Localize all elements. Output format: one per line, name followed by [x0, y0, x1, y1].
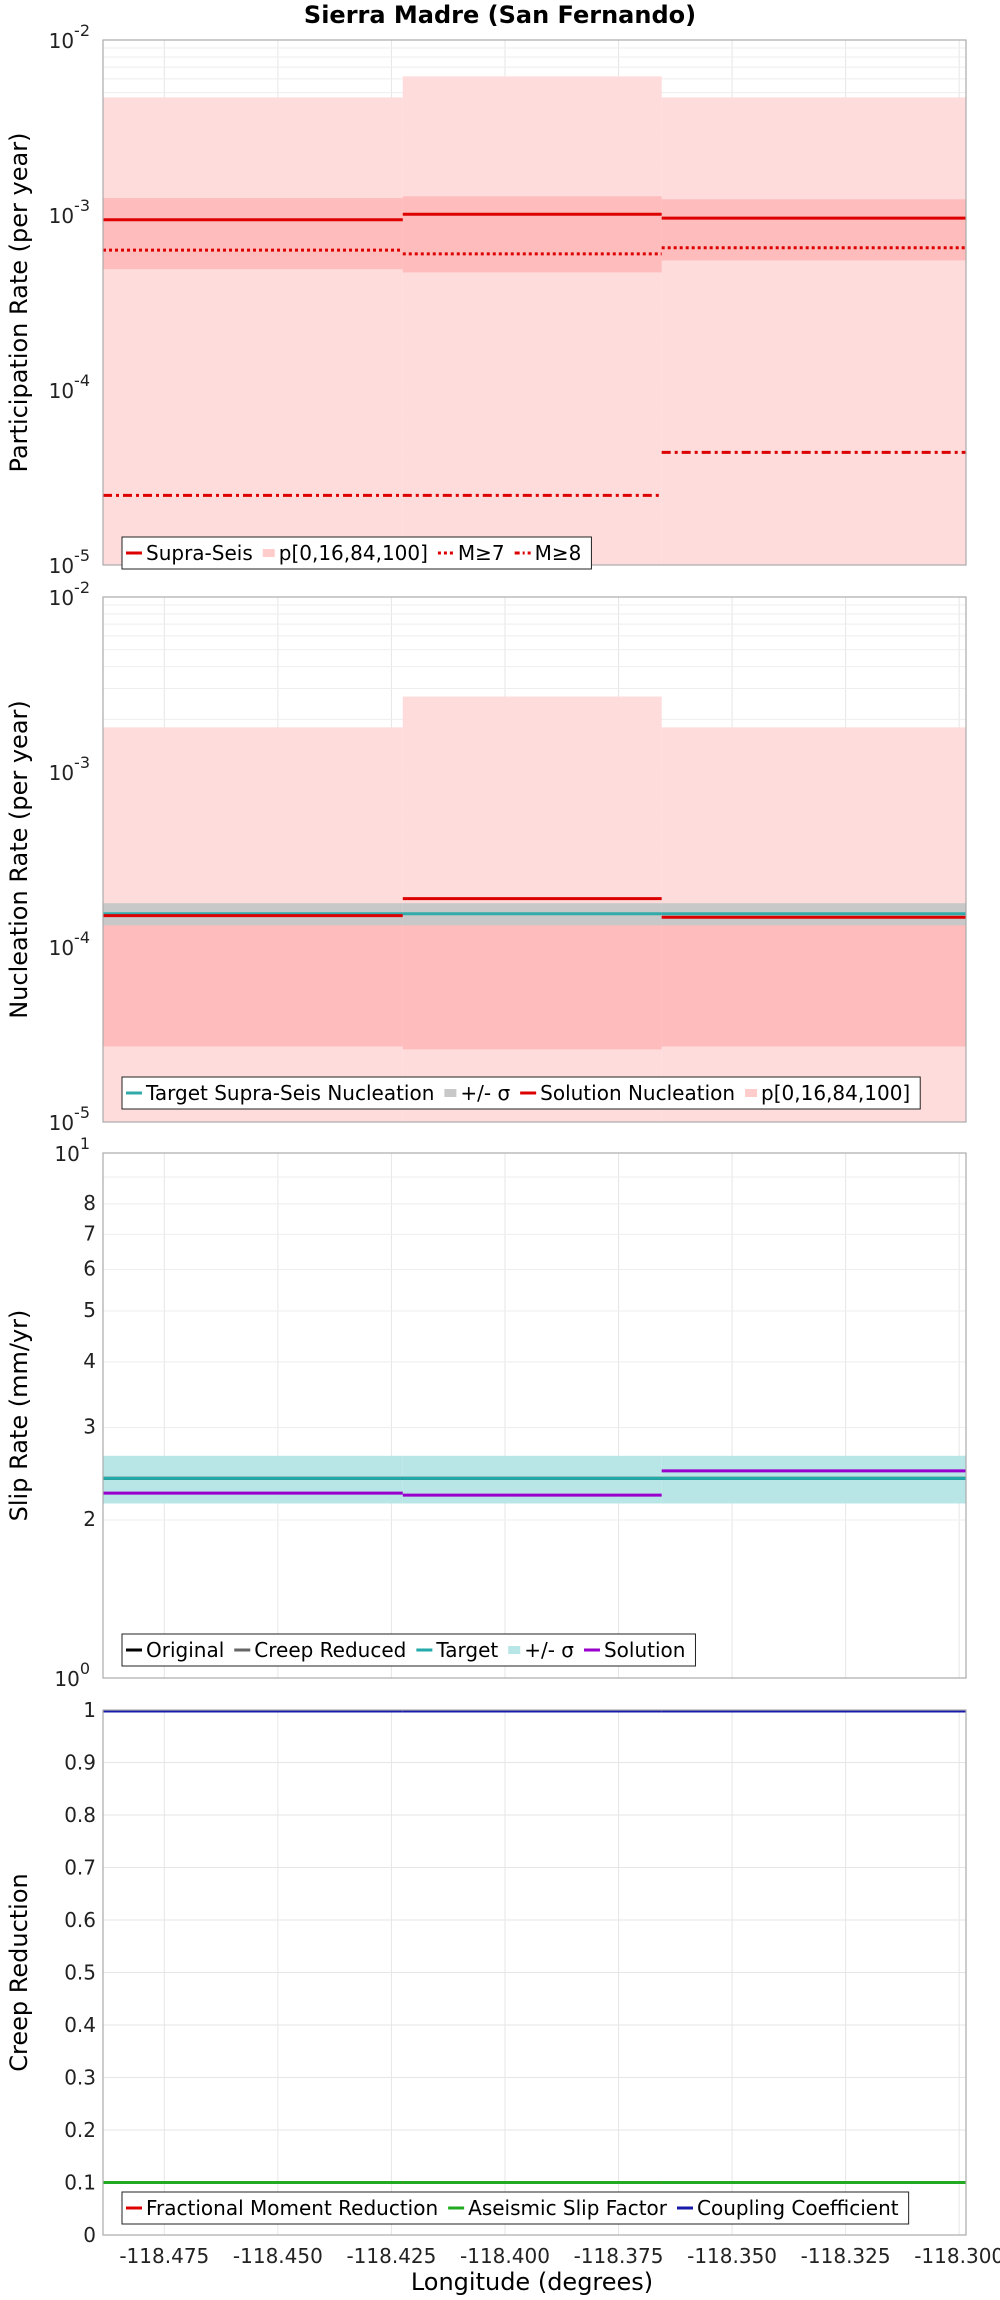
x-tick-label: -118.400 [460, 2244, 550, 2268]
panel-3-y-tick-label: 101 [54, 1134, 90, 1166]
panel-2-legend-swatch [745, 1089, 758, 1097]
panel-1-legend-label: Supra-Seis [146, 541, 253, 565]
panel-3-y-minor-tick-label: 4 [83, 1349, 96, 1373]
panel-2-band-p-16-84- [402, 920, 662, 1050]
panel-3-y-minor-tick-label: 5 [83, 1298, 96, 1322]
panel-1-y-tick-label: 10-4 [49, 371, 90, 403]
panel-2-plot-frame [102, 596, 967, 1123]
panel-3-legend-label: Original [146, 1638, 224, 1662]
panel-2-y-tick-label: 10-3 [49, 753, 90, 785]
panel-4-legend-label: Coupling Coefficient [697, 2196, 899, 2220]
panel-2-band-p-16-84- [661, 920, 966, 1047]
chart-title: Sierra Madre (San Fernando) [304, 1, 696, 29]
panel-2-legend-label: p[0,16,84,100] [761, 1081, 910, 1105]
panel-1-y-tick-label: 10-3 [49, 196, 90, 228]
panel-1-band-p-0-100- [103, 97, 403, 565]
panel-3-y-minor-tick-label: 6 [83, 1256, 96, 1280]
x-tick-label: -118.350 [687, 2244, 777, 2268]
panel-1-band-p-0-100- [402, 76, 662, 565]
x-tick-label: -118.300 [914, 2244, 1000, 2268]
panel-3-plot-area [103, 1153, 966, 1678]
panel-4-y-axis-label: Creep Reduction [5, 1873, 33, 2071]
panel-1-legend-swatch [262, 549, 275, 557]
panel-1-y-tick-label: 10-5 [49, 546, 90, 578]
panel-3-y-tick-label: 100 [54, 1659, 90, 1691]
panel-1-y-tick-label: 10-2 [49, 21, 90, 53]
panel-3-y-minor-tick-label: 2 [83, 1507, 96, 1531]
panel-2-y-tick-label: 10-5 [49, 1103, 90, 1135]
panel-3-y-axis-label: Slip Rate (mm/yr) [5, 1310, 33, 1522]
panel-3-y-minor-tick-label: 7 [83, 1221, 96, 1245]
panel-4-plot-frame [102, 1709, 967, 2236]
panel-4-legend-label: Fractional Moment Reduction [146, 2196, 438, 2220]
panel-4-legend-label: Aseismic Slip Factor [468, 2196, 668, 2220]
panel-4-y-tick-label: 0.1 [64, 2171, 96, 2195]
panel-3-legend-swatch [508, 1646, 521, 1654]
x-tick-label: -118.475 [119, 2244, 209, 2268]
panel-3-plot-frame [102, 1152, 967, 1679]
panel-3-legend-label: Solution [604, 1638, 685, 1662]
panel-4-y-tick-label: 0.3 [64, 2066, 96, 2090]
panel-2-legend-label: +/- σ [460, 1081, 510, 1105]
panel-1-legend-box [121, 536, 592, 570]
panel-4-y-tick-label: 1 [83, 1698, 96, 1722]
panel-1-band-p-0-100- [661, 97, 966, 565]
panel-4-y-tick-label: 0.9 [64, 1751, 96, 1775]
panel-1-legend-label: M≥8 [535, 541, 582, 565]
panel-2-legend-label: Target Supra-Seis Nucleation [145, 1081, 434, 1105]
panel-3-legend-label: Target [435, 1638, 498, 1662]
panel-4-y-tick-label: 0.4 [64, 2013, 96, 2037]
panel-3-legend-label: +/- σ [524, 1638, 574, 1662]
panel-4-y-tick-label: 0.7 [64, 1856, 96, 1880]
panel-1-legend-label: p[0,16,84,100] [279, 541, 428, 565]
panel-4-legend-box [121, 2191, 910, 2225]
x-tick-label: -118.325 [801, 2244, 891, 2268]
x-axis-label: Longitude (degrees) [411, 2268, 653, 2296]
x-tick-label: -118.450 [233, 2244, 323, 2268]
panel-2-legend-swatch [444, 1089, 457, 1097]
panel-2-band-p-16-84- [103, 920, 403, 1047]
panel-1-band-p-16-84- [661, 199, 966, 261]
panel-2-y-axis-label: Nucleation Rate (per year) [5, 700, 33, 1019]
panel-2-y-tick-label: 10-2 [49, 578, 90, 610]
panel-1-legend-label: M≥7 [458, 541, 505, 565]
panel-2-legend-label: Solution Nucleation [540, 1081, 735, 1105]
panel-1-band-p-16-84- [402, 196, 662, 273]
panel-4-y-tick-label: 0.2 [64, 2118, 96, 2142]
x-tick-label: -118.375 [574, 2244, 664, 2268]
panel-3-y-minor-tick-label: 8 [83, 1191, 96, 1215]
panel-3-legend-label: Creep Reduced [254, 1638, 406, 1662]
panel-4-y-tick-label: 0.6 [64, 1908, 96, 1932]
panel-4-y-tick-label: 0.8 [64, 1803, 96, 1827]
panel-2-y-tick-label: 10-4 [49, 928, 90, 960]
panel-4-y-tick-label: 0 [83, 2223, 96, 2247]
x-tick-label: -118.425 [346, 2244, 436, 2268]
panel-3-y-minor-tick-label: 3 [83, 1415, 96, 1439]
panel-1-band-p-16-84- [103, 198, 403, 270]
panel-1-y-axis-label: Participation Rate (per year) [5, 133, 33, 473]
panel-4-y-tick-label: 0.5 [64, 1961, 96, 1985]
